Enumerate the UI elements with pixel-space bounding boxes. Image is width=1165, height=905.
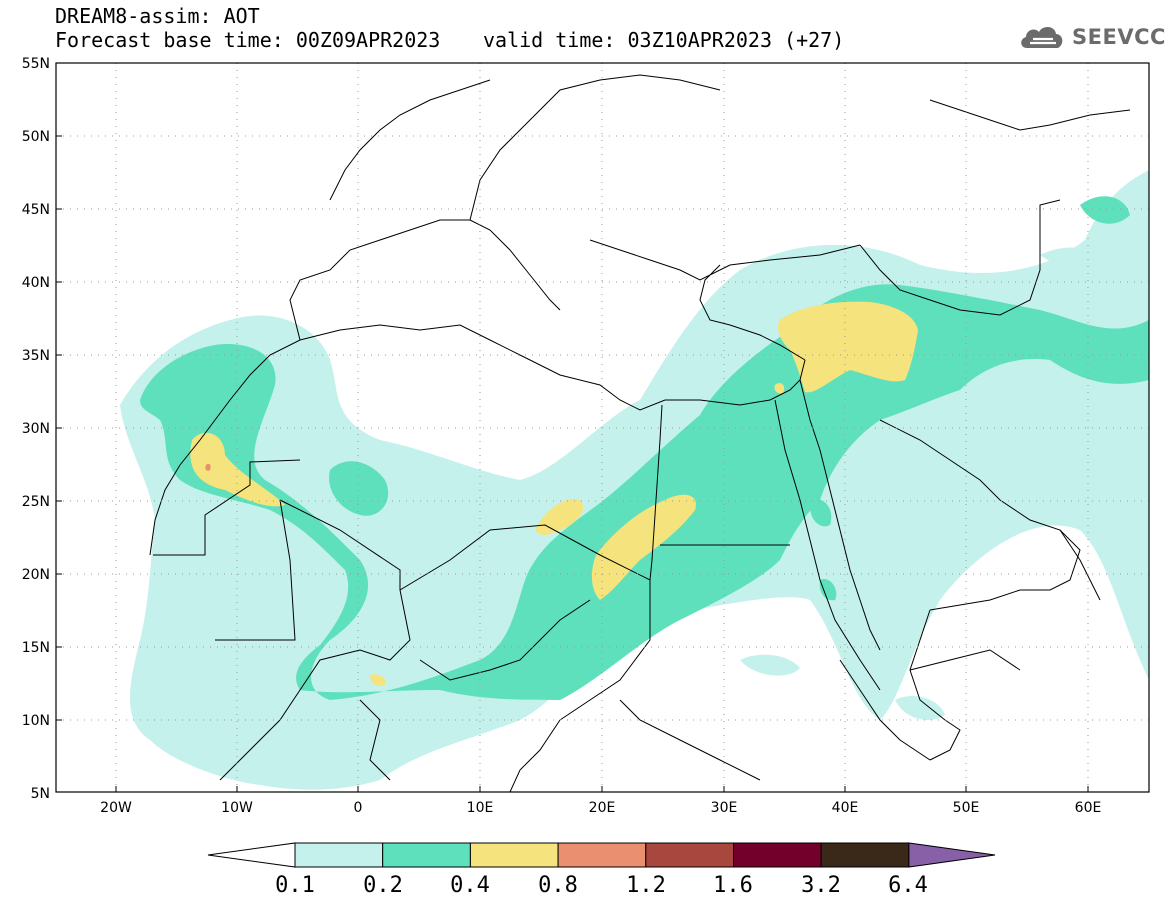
lat-label-30n: 30N — [22, 421, 50, 437]
latitude-labels: 55N 50N 45N 40N 35N 30N 25N 20N 15N 10N … — [22, 56, 50, 802]
lat-label-45n: 45N — [22, 202, 50, 218]
colorbar-label-3.2: 3.2 — [801, 873, 841, 898]
colorbar-labels: 0.1 0.2 0.4 0.8 1.2 1.6 3.2 6.4 — [275, 873, 928, 898]
colorbar-label-1.2: 1.2 — [626, 873, 666, 898]
colorbar-box-3.2 — [820, 842, 910, 868]
lon-label-10e: 10E — [467, 800, 494, 816]
longitude-labels: 20W 10W 0 10E 20E 30E 40E 50E 60E — [100, 800, 1101, 816]
map-title: DREAM8-assim: AOT — [55, 4, 260, 28]
axis-ticks — [56, 62, 1089, 792]
lat-label-25n: 25N — [22, 494, 50, 510]
colorbar-label-6.4: 6.4 — [888, 873, 928, 898]
lon-label-50e: 50E — [953, 800, 980, 816]
lat-label-40n: 40N — [22, 275, 50, 291]
colorbar-boxes — [207, 842, 996, 868]
lon-label-60e: 60E — [1075, 800, 1102, 816]
forecast-base-time: Forecast base time: 00Z09APR2023 — [55, 28, 441, 52]
cloud-icon — [1021, 26, 1063, 48]
lat-label-10n: 10N — [22, 713, 50, 729]
colorbar-lower-arrow — [207, 842, 296, 868]
lon-label-30e: 30E — [711, 800, 738, 816]
colorbar-label-0.8: 0.8 — [538, 873, 578, 898]
lat-label-15n: 15N — [22, 640, 50, 656]
valid-time: valid time: 03Z10APR2023 (+27) — [483, 28, 845, 52]
lat-label-35n: 35N — [22, 348, 50, 364]
colorbar-label-0.4: 0.4 — [450, 873, 490, 898]
colorbar-label-0.1: 0.1 — [275, 873, 315, 898]
lat-label-55n: 55N — [22, 56, 50, 72]
colorbar-box-1.2 — [645, 842, 734, 868]
aot-contour-0.8-1.2 — [205, 463, 211, 471]
aot-contour-0.4-0.8 — [190, 301, 918, 686]
lat-lon-grid — [56, 63, 1149, 792]
lon-label-40e: 40E — [832, 800, 859, 816]
lon-label-10w: 10W — [221, 800, 253, 816]
colorbar-box-0.8 — [557, 842, 647, 868]
lat-label-5n: 5N — [31, 786, 50, 802]
aot-contour-0.2-0.4 — [140, 196, 1149, 700]
lat-label-50n: 50N — [22, 129, 50, 145]
lat-label-20n: 20N — [22, 567, 50, 583]
lon-label-20w: 20W — [100, 800, 132, 816]
lon-label-20e: 20E — [589, 800, 616, 816]
seevccc-logo: SEEVCCC — [1018, 22, 1165, 52]
lon-label-0: 0 — [354, 800, 363, 816]
colorbar-label-0.2: 0.2 — [363, 873, 403, 898]
colorbar-box-0.1 — [294, 842, 384, 868]
colorbar-box-1.6 — [733, 842, 822, 868]
colorbar-box-0.4 — [469, 842, 559, 868]
country-borders — [149, 74, 1131, 792]
logo-text: SEEVCCC — [1072, 25, 1165, 49]
colorbar-label-1.6: 1.6 — [713, 873, 753, 898]
colorbar-upper-arrow — [908, 842, 996, 868]
colorbar-box-0.2 — [382, 842, 471, 868]
